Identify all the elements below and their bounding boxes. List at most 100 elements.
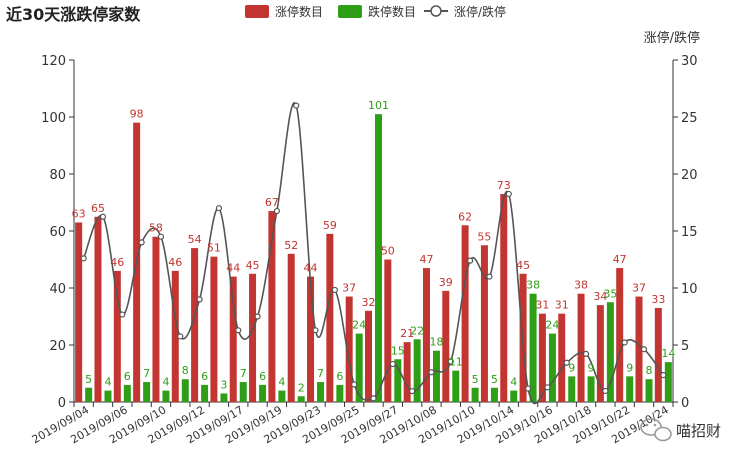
ratio-point (660, 371, 667, 379)
bar-down (181, 379, 189, 402)
data-label-down: 6 (259, 370, 266, 383)
bar-down (645, 379, 653, 402)
data-labels: 6356544669875844685465134474566745224475… (72, 99, 676, 394)
ratio-point (640, 346, 648, 353)
ratio-point (389, 360, 396, 368)
bar-up (442, 290, 450, 402)
bar-down (220, 393, 228, 402)
ratio-point (273, 207, 280, 215)
data-label-down: 24 (545, 319, 559, 332)
bar-up (191, 248, 199, 402)
data-label-up: 67 (265, 196, 279, 209)
bar-down (394, 359, 402, 402)
data-label-down: 9 (568, 361, 575, 374)
data-label-up: 73 (497, 179, 511, 192)
bar-down (259, 384, 267, 402)
legend-label-ratio: 涨停/跌停 (454, 4, 506, 19)
data-label-down: 6 (201, 370, 208, 383)
bar-up (210, 256, 218, 402)
bar-up (635, 296, 643, 402)
bar-down (626, 376, 634, 402)
ratio-point (621, 339, 628, 346)
ratio-point (177, 333, 184, 340)
y2-tick-label: 0 (681, 396, 689, 411)
data-label-down: 101 (368, 99, 389, 112)
ratio-point (544, 384, 551, 391)
data-label-down: 3 (220, 378, 227, 391)
data-label-up: 32 (362, 296, 376, 309)
bar-down (432, 350, 440, 402)
legend-item-up[interactable]: 涨停数目 (245, 4, 323, 19)
bar-down (490, 387, 498, 402)
bar-down (123, 384, 131, 402)
y2-tick-label: 5 (681, 339, 689, 354)
data-label-up: 21 (400, 327, 414, 340)
data-label-down: 24 (352, 319, 366, 332)
bar-down (568, 376, 576, 402)
data-label-down: 9 (588, 361, 595, 374)
data-label-up: 54 (188, 233, 202, 246)
watermark: 喵招财 (640, 418, 721, 442)
data-label-up: 34 (593, 290, 607, 303)
data-label-down: 35 (603, 287, 617, 300)
ratio-point (80, 255, 87, 262)
data-label-up: 62 (458, 210, 472, 223)
ratio-line (80, 102, 667, 405)
bar-down (548, 333, 556, 402)
bar-down (413, 339, 421, 402)
data-label-up: 59 (323, 219, 337, 232)
bar-down (452, 370, 460, 402)
data-label-down: 7 (240, 367, 247, 380)
ratio-point (428, 369, 435, 376)
data-label-up: 55 (477, 230, 491, 243)
bar-down (510, 390, 518, 402)
ratio-point (235, 327, 242, 334)
data-label-up: 39 (439, 276, 453, 289)
bar-up (403, 342, 411, 402)
ratio-point (293, 102, 300, 109)
y2-tick-label: 25 (681, 111, 698, 126)
bar-up (229, 276, 237, 402)
y-tick-label: 120 (41, 54, 66, 69)
data-label-down: 14 (661, 347, 675, 360)
data-label-down: 9 (626, 361, 633, 374)
ratio-point (486, 273, 493, 280)
data-label-up: 31 (535, 299, 549, 312)
data-label-down: 2 (298, 381, 305, 394)
y-tick-label: 80 (49, 168, 66, 183)
y-tick-label: 60 (49, 225, 66, 240)
y2-tick-label: 20 (681, 168, 698, 183)
bar-up (596, 305, 604, 402)
ratio-point (351, 381, 358, 388)
bar-down (317, 382, 325, 402)
bar-up (461, 225, 469, 402)
legend[interactable]: 涨停数目 跌停数目 涨停/跌停 (245, 4, 506, 19)
bar-up (94, 216, 102, 402)
data-label-down: 4 (162, 376, 169, 389)
bars (75, 114, 672, 403)
data-label-up: 33 (651, 293, 665, 306)
data-label-down: 5 (85, 373, 92, 386)
bar-down (143, 382, 151, 402)
ratio-point (370, 395, 377, 402)
bar-up (558, 313, 566, 402)
ratio-point (524, 385, 532, 392)
ratio-point (157, 233, 165, 240)
data-label-up: 31 (555, 299, 569, 312)
bar-down (587, 376, 595, 402)
legend-item-down[interactable]: 跌停数目 (338, 4, 416, 19)
bar-up (268, 211, 276, 402)
data-label-up: 50 (381, 245, 395, 258)
data-label-up: 47 (419, 253, 433, 266)
wechat-icon (640, 418, 672, 442)
data-label-down: 6 (336, 370, 343, 383)
chart-title: 近30天涨跌停家数 (6, 5, 141, 24)
ratio-point (312, 327, 319, 334)
legend-item-ratio[interactable]: 涨停/跌停 (424, 4, 506, 19)
y-tick-label: 0 (58, 396, 66, 411)
bar-up (249, 273, 257, 402)
bar-up (113, 270, 121, 402)
y2-tick-label: 15 (681, 225, 698, 240)
bar-up (345, 296, 353, 402)
